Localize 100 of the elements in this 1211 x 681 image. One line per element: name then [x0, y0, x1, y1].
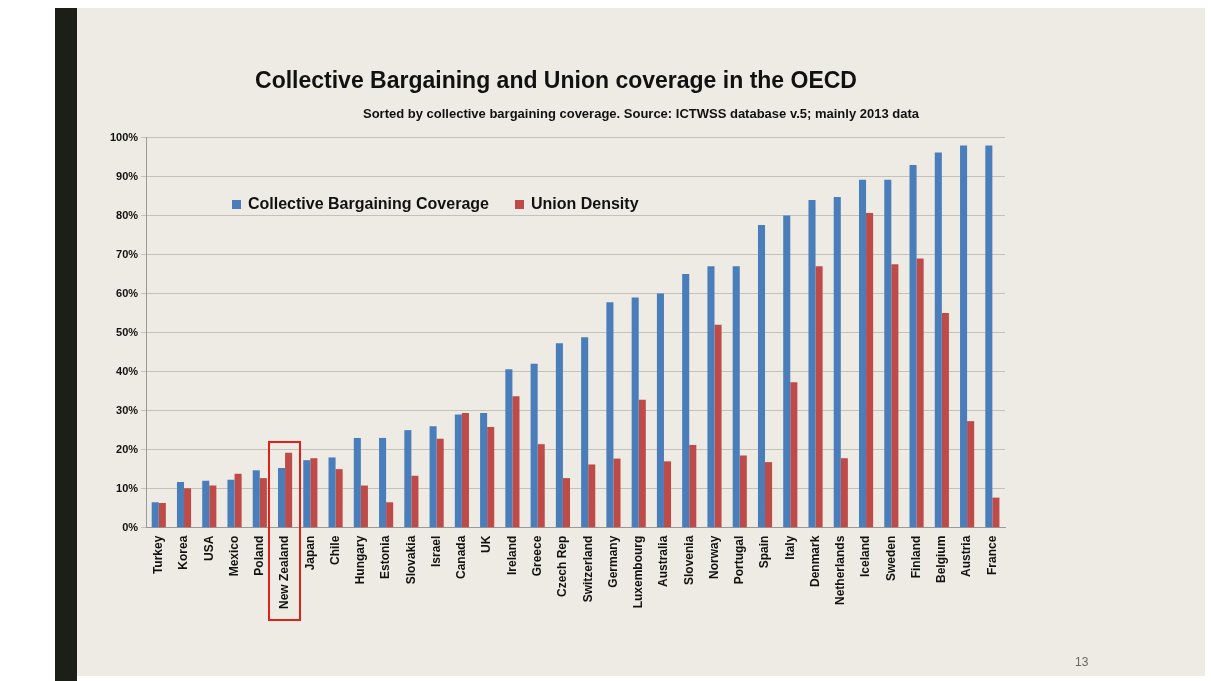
bar [436, 438, 444, 528]
bar [656, 293, 664, 528]
y-tick-label: 60% [116, 286, 139, 299]
x-tick-label: Czech Rep [555, 535, 570, 598]
y-tick-label: 0% [122, 520, 139, 533]
x-tick-label: Austria [959, 535, 974, 577]
bar [386, 502, 394, 528]
bar [757, 224, 766, 528]
x-tick-label: Turkey [151, 535, 166, 575]
bar [916, 258, 924, 528]
bar [285, 452, 293, 528]
bar [404, 430, 412, 528]
bar [967, 421, 975, 528]
bar [227, 479, 235, 528]
bar [606, 302, 614, 528]
bar [689, 444, 697, 528]
x-tick-label: Denmark [807, 535, 822, 588]
bar [840, 458, 848, 528]
bar [884, 179, 892, 528]
bar [562, 478, 571, 528]
bar [992, 497, 1000, 528]
text: 13 [1075, 655, 1089, 669]
x-tick-label: Korea [176, 535, 191, 570]
bar [454, 414, 462, 528]
y-tick-label: 30% [116, 403, 139, 416]
bar [480, 412, 488, 528]
x-tick-label: Japan [302, 535, 317, 571]
x-tick-label: Slovakia [403, 535, 418, 585]
y-tick-label: 100% [109, 130, 139, 143]
bar [739, 455, 747, 528]
bar [158, 503, 166, 528]
x-tick-label: Portugal [732, 535, 747, 585]
bar [461, 412, 469, 528]
x-tick-label: Hungary [353, 535, 368, 585]
x-tick-label: Belgium [934, 535, 949, 583]
x-tick-label: Greece [529, 535, 544, 577]
x-tick-label: Estonia [378, 535, 393, 579]
bar [209, 485, 217, 528]
bar [184, 488, 192, 528]
y-tick-label: 10% [116, 481, 139, 494]
bar [487, 427, 495, 528]
y-tick-label: 50% [116, 325, 139, 338]
x-tick-label: Poland [252, 535, 267, 576]
bar [682, 274, 690, 528]
bar [613, 458, 621, 528]
bar [732, 266, 740, 528]
bar [858, 179, 867, 528]
bar [815, 266, 823, 528]
x-tick-label: USA [201, 535, 216, 561]
bar [555, 343, 563, 528]
chart-title: Collective Bargaining and Union coverage in the OECD [255, 67, 857, 94]
bar [714, 324, 722, 528]
y-tick-label: 80% [116, 208, 139, 221]
bar [353, 437, 361, 528]
bar [151, 502, 159, 528]
bar [429, 426, 437, 528]
x-tick-label: Mexico [226, 535, 241, 577]
x-tick-label: Chile [327, 535, 342, 565]
bar [707, 266, 715, 528]
x-tick-label: Finland [908, 535, 923, 579]
bar [202, 480, 210, 528]
y-tick-label: 20% [116, 442, 139, 455]
x-tick-label: Sweden [883, 535, 898, 582]
x-tick-label: Slovenia [681, 535, 696, 586]
x-tick-label: UK [479, 535, 494, 553]
bar [581, 337, 589, 528]
bar [512, 396, 520, 528]
x-tick-label: Ireland [504, 535, 519, 576]
x-tick-label: Italy [782, 535, 797, 560]
bar [537, 444, 545, 528]
bar [934, 152, 942, 528]
x-tick-label: Spain [757, 535, 772, 569]
bar [259, 478, 267, 528]
x-tick-label: Luxembourg [631, 535, 646, 609]
bar [960, 145, 968, 528]
x-tick-label: Australia [656, 535, 671, 588]
bar [808, 200, 816, 528]
x-tick-label: France [984, 535, 999, 576]
chart-subtitle: Sorted by collective bargaining coverage. Source: ICTWSS database v.5; mainly 2013 data [361, 106, 921, 121]
bar [252, 470, 260, 528]
bar [985, 145, 993, 528]
bar [379, 437, 387, 528]
bar [505, 369, 513, 528]
x-tick-label: Canada [454, 535, 469, 580]
bar [335, 469, 343, 528]
x-tick-label: Israel [428, 535, 443, 568]
bar [176, 482, 185, 528]
bar [360, 485, 368, 528]
y-tick-label: 90% [116, 169, 139, 182]
bar [909, 164, 917, 528]
bar [631, 297, 639, 528]
y-tick-label: 40% [116, 364, 139, 377]
bar [411, 475, 419, 528]
bar [765, 462, 773, 528]
bar [941, 313, 949, 528]
y-tick-label: 70% [116, 247, 139, 260]
bar [234, 473, 242, 528]
x-tick-label: New Zealand [277, 535, 292, 610]
bar [891, 264, 899, 528]
x-tick-label: Norway [706, 535, 721, 580]
